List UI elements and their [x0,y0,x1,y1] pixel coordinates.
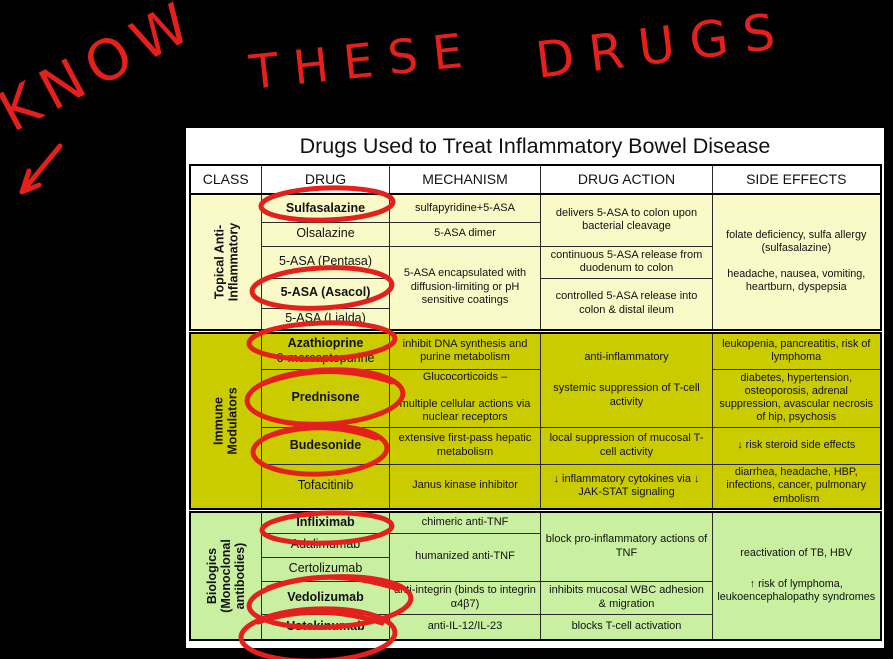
drug-cell-ustekinumab: Ustekinumab [261,613,390,641]
mechanism-cell: anti-integrin (binds to integrin α4β7) [389,580,541,615]
column-header-mechanism: MECHANISM [389,164,541,195]
drug-cell-certolizumab: Certolizumab [261,556,390,582]
class-cell-biologics: Biologics (Monoclonal antibodies) [189,507,262,641]
drug-name: Azathioprine [287,335,364,350]
class-cell-topical: Topical Anti- Inflammatory [189,193,262,332]
mechanism-cell: inhibit DNA synthesis and purine metabol… [389,328,541,370]
column-header-class: CLASS [189,164,262,195]
drug-cell-vedolizumab: Vedolizumab [261,580,390,615]
side-effects-cell-topical: folate deficiency, sulfa allergy (sulfas… [712,193,881,332]
drug-cell-sulfasalazine: Sulfasalazine [261,193,390,223]
table-panel: Drugs Used to Treat Inflammatory Bowel D… [186,128,884,648]
page-title: Drugs Used to Treat Inflammatory Bowel D… [299,134,771,158]
side-effects-cell: diabetes, hypertension, osteoporosis, ad… [712,368,881,428]
action-cell: local suppression of mucosal T-cell acti… [540,426,713,465]
action-cell: blocks T-cell activation [540,613,713,641]
drug-table: CLASS DRUG MECHANISM DRUG ACTION SIDE EF… [188,164,882,641]
class-label-line: Topical Anti- [211,224,226,299]
handwritten-these: THESE [247,22,480,101]
action-cell: controlled 5-ASA release into colon & di… [540,277,713,332]
handwritten-know: KNOW [0,0,209,146]
side-effects-cell-biologics: reactivation of TB, HBV ↑ risk of lympho… [712,507,881,641]
column-header-drug: DRUG [261,164,390,195]
action-cell: delivers 5-ASA to colon upon bacterial c… [540,193,713,247]
class-cell-immune: Immune Modulators [189,328,262,511]
side-effect-text: reactivation of TB, HBV [740,546,853,559]
drug-cell-asacol: 5-ASA (Asacol) [261,277,390,309]
drug-cell-adalimumab: Adalimumab [261,532,390,558]
mechanism-text: Glucocorticoids – [422,371,508,384]
drug-cell-prednisone: Prednisone [261,368,390,428]
class-label-line: antibodies) [232,542,247,610]
class-label-line: Modulators [225,386,240,455]
side-effect-text: headache, nausea, vomiting, heartburn, d… [727,268,866,294]
side-effects-cell: ↓ risk steroid side effects [712,426,881,465]
drug-cell-olsalazine: Olsalazine [261,221,390,247]
action-cell: inhibits mucosal WBC adhesion & migratio… [540,580,713,615]
mechanism-cell: Janus kinase inhibitor [389,463,541,511]
side-effect-text: folate deficiency, sulfa allergy (sulfas… [726,228,867,255]
mechanism-cell: chimeric anti-TNF [389,507,541,534]
section-immune-modulators: Immune Modulators Azathioprine 6-mercapt… [189,328,881,511]
hand-arrow-icon [19,143,63,195]
mechanism-cell: 5-ASA dimer [389,221,541,247]
mechanism-text: multiple cellular actions via nuclear re… [399,397,531,424]
class-label-line: Inflammatory [225,222,240,302]
section-topical-anti-inflammatory: Topical Anti- Inflammatory Sulfasalazine… [189,193,881,332]
class-label-line: Biologics [204,547,219,604]
mechanism-cell: 5-ASA encapsulated with diffusion-limiti… [389,245,541,332]
drug-cell-lialda: 5-ASA (Lialda) [261,307,390,332]
class-label-line: Immune [211,396,226,445]
section-biologics: Biologics (Monoclonal antibodies) Inflix… [189,507,881,641]
drug-cell-pentasa: 5-ASA (Pentasa) [261,245,390,279]
mechanism-cell: Glucocorticoids – multiple cellular acti… [389,368,541,428]
mechanism-cell: extensive first-pass hepatic metabolism [389,426,541,465]
action-cell: anti-inflammatory systemic suppression o… [540,328,713,428]
drug-cell-budesonide: Budesonide [261,426,390,465]
action-text: anti-inflammatory [584,350,669,363]
handwritten-drugs: DRUGS [532,1,793,90]
column-header-action: DRUG ACTION [540,164,713,195]
side-effect-text: ↑ risk of lymphoma, leukoencephalopathy … [717,578,876,604]
mechanism-cell: anti-IL-12/IL-23 [389,613,541,641]
drug-name-secondary: 6-mercaptopurine [276,351,375,365]
side-effects-cell: leukopenia, pancreatitis, risk of lympho… [712,328,881,370]
action-cell: block pro-inflammatory actions of TNF [540,507,713,582]
side-effects-cell: diarrhea, headache, HBP, infections, can… [712,463,881,511]
action-cell: ↓ inflammatory cytokines via ↓ JAK-STAT … [540,463,713,511]
action-cell: continuous 5-ASA release from duodenum t… [540,245,713,279]
action-text: systemic suppression of T-cell activity [553,382,700,408]
class-label-line: (Monoclonal [218,538,233,613]
drug-cell-azathioprine: Azathioprine 6-mercaptopurine [261,328,390,370]
drug-cell-tofacitinib: Tofacitinib [261,463,390,511]
mechanism-cell: sulfapyridine+5-ASA [389,193,541,223]
column-header-side: SIDE EFFECTS [712,164,881,195]
mechanism-cell: humanized anti-TNF [389,532,541,582]
drug-cell-infliximab: Infliximab [261,507,390,534]
